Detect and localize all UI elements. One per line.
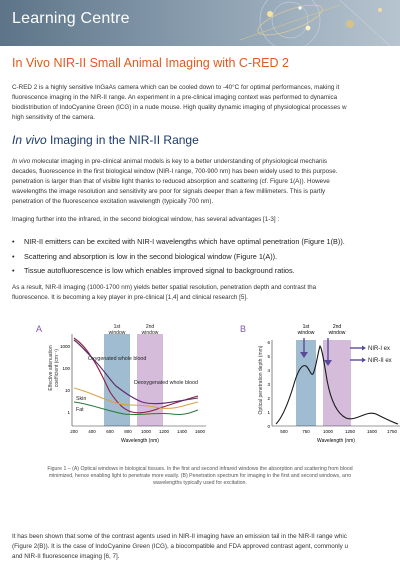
para1-line-3: penetration is larger than that of visib…	[12, 178, 330, 185]
para1-line-5: penetration of the fluorescence excitati…	[12, 198, 214, 205]
panel-b-xlabel: Wavelength (nm)	[317, 438, 355, 444]
para3-line-2: fluorescence. It is becoming a key playe…	[12, 294, 248, 301]
figure-1: A Effective attenuation coefficient (cm⁻…	[0, 318, 400, 458]
para4-line-1: It has been shown that some of the contr…	[12, 533, 347, 540]
panel-b-xtick: 1000	[323, 429, 334, 434]
panel-b-xtick: 1750	[387, 429, 398, 434]
para1-line-1: In vivo molecular imaging in pre-clinica…	[12, 158, 400, 167]
molecule-illustration	[239, 0, 391, 46]
fat-curve	[73, 401, 199, 416]
para2: Imaging further into the infrared, in th…	[12, 216, 280, 223]
panel-b-window-1-label-1: 1st	[303, 324, 310, 330]
panel-a-letter: A	[36, 324, 42, 334]
panel-b-window-1	[296, 340, 316, 426]
fat-label: Fat	[76, 407, 84, 413]
panel-a-ytick: 1000	[60, 344, 71, 349]
panel-b-window-2-label-2: window	[329, 330, 346, 336]
panel-a-xtick: 1600	[195, 429, 206, 434]
section-heading-italic: In vivo	[12, 133, 47, 147]
document-title: In Vivo NIR-II Small Animal Imaging with…	[12, 56, 289, 70]
panel-a-ylabel-1: Effective attenuation	[48, 345, 54, 390]
panel-b-xtick: 750	[302, 429, 310, 434]
panel-b-window-1-label-2: window	[298, 330, 315, 336]
panel-b-ytick: 3	[267, 382, 270, 387]
legend-nir2-arrowhead-icon	[362, 357, 366, 363]
para3-line-1: As a result, NIR-II imaging (1000-1700 n…	[12, 284, 317, 291]
panel-b-xtick: 1500	[367, 429, 378, 434]
panel-a-window-1-label-2: window	[109, 330, 126, 336]
section-heading-rest: Imaging in the NIR-II Range	[46, 133, 199, 147]
skin-curve	[73, 387, 199, 409]
panel-a-xtick: 600	[106, 429, 114, 434]
panel-b-ylabel: Optical penetration depth (mm)	[258, 345, 264, 414]
panel-a-xtick: 1000	[141, 429, 152, 434]
figure-caption-1: Figure 1 – (A) Optical windows in biolog…	[47, 466, 353, 472]
intro-line-1: C-RED 2 is a highly sensitive InGaAs cam…	[12, 84, 340, 91]
para1-line-4: wavelengths the image resolution and sen…	[12, 188, 326, 195]
panel-a-ytick: 100	[62, 366, 70, 371]
panel-a-window-2	[137, 334, 163, 426]
panel-a-ylabel-2: coefficient (cm⁻¹)	[54, 349, 60, 387]
panel-b-letter: B	[240, 324, 246, 334]
intro-line-2: fluorescence imaging in the NIR-II range…	[12, 94, 338, 101]
panel-a-window-2-label-2: window	[142, 330, 159, 336]
list-item: Scattering and absorption is low in the …	[12, 250, 345, 265]
intro-line-3: biodistribution of IndoCyanine Green (IC…	[12, 104, 347, 111]
nir1-arrowhead-icon	[300, 352, 308, 358]
panel-a-xtick: 1200	[159, 429, 170, 434]
header-banner: Learning Centre	[0, 0, 400, 46]
panel-a-xtick: 800	[124, 429, 132, 434]
para4-line-3: and NIR-II fluorescence imaging [6, 7].	[12, 553, 120, 560]
panel-a-xtick: 200	[70, 429, 78, 434]
legend-nir1-arrowhead-icon	[362, 345, 366, 351]
para1-line-2: decades, fluorescence in the first biolo…	[12, 168, 338, 175]
panel-b-ytick: 2	[267, 396, 270, 401]
intro-line-4: high sensitivity of the camera.	[12, 114, 95, 121]
para1-text-1: molecular imaging in pre-clinical animal…	[30, 158, 328, 165]
oxygenated-blood-curve	[73, 337, 199, 414]
panel-b-ytick: 6	[267, 340, 270, 345]
panel-a-ytick: 10	[65, 388, 71, 393]
list-item: Tissue autofluorescence is low which ena…	[12, 264, 345, 279]
legend-nir2-label: NIR-II ex	[368, 358, 392, 364]
list-item: NIR-II emitters can be excited with NIR-…	[12, 235, 345, 250]
advantages-list: NIR-II emitters can be excited with NIR-…	[12, 235, 345, 279]
panel-a-xtick: 1400	[177, 429, 188, 434]
panel-b-ytick: 1	[267, 410, 270, 415]
oxygenated-blood-label: Oxygenated whole blood	[88, 356, 146, 362]
penetration-depth-curve	[275, 344, 399, 425]
deoxygenated-blood-curve	[73, 339, 199, 405]
panel-b-ytick: 0	[267, 424, 270, 429]
legend-nir1-label: NIR-I ex	[368, 346, 390, 352]
figure-caption-2: minimized, hence enabling light to penet…	[48, 473, 352, 479]
banner-title: Learning Centre	[12, 10, 130, 27]
section-heading: In vivo Imaging in the NIR-II Range	[12, 133, 199, 147]
skin-label: Skin	[76, 396, 86, 402]
panel-a-xtick: 400	[88, 429, 96, 434]
para4-line-2: (Figure 2(B)). It is the case of IndoCya…	[12, 543, 348, 550]
panel-b-ytick: 5	[267, 354, 270, 359]
panel-b-ytick: 4	[267, 368, 270, 373]
panel-b-window-2-label-1: 2nd	[333, 324, 342, 330]
nir2-arrowhead-icon	[324, 360, 332, 366]
panel-b-xtick: 500	[280, 429, 288, 434]
panel-a-xlabel: Wavelength (nm)	[121, 438, 159, 444]
panel-a-window-1-label-1: 1st	[114, 324, 121, 330]
para1-italic: In vivo	[12, 158, 31, 165]
panel-a-ytick: 1	[67, 410, 70, 415]
panel-a-window-2-label-1: 2nd	[146, 324, 155, 330]
deoxygenated-blood-label: Deoxygenated whole blood	[134, 380, 198, 386]
panel-b-xtick: 1250	[345, 429, 356, 434]
figure-caption-3: wavelengths typically used for excitatio…	[153, 480, 247, 486]
figure-svg: A Effective attenuation coefficient (cm⁻…	[36, 324, 400, 444]
